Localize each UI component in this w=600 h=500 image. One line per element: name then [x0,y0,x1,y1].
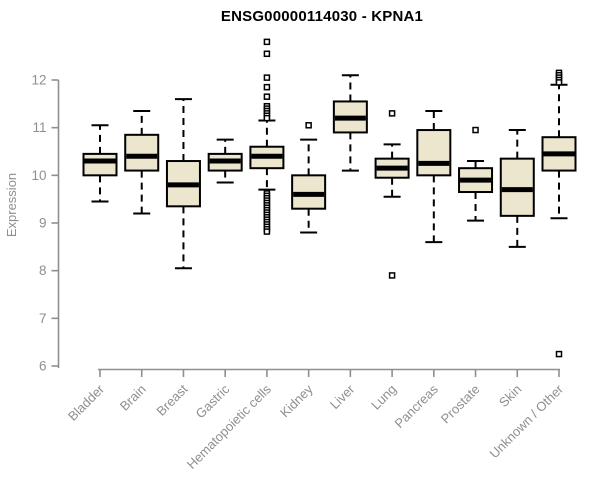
x-tick-label-brain: Brain [117,382,149,414]
outlier-point [555,350,563,358]
box-breast [165,98,201,270]
box-bladder [82,124,118,203]
x-tick-label-pancreas: Pancreas [391,381,441,431]
box-prostate [458,126,494,222]
x-tick-label-liver: Liver [327,381,358,412]
y-tick-7: 7 [39,311,59,326]
x-tick-prostate: Prostate [438,369,483,427]
outlier-point [472,126,479,134]
y-tick-label: 6 [39,359,47,374]
x-tick-lung: Lung [368,369,399,413]
box-skin [499,129,535,248]
box-rect [416,129,452,177]
outlier-point [263,74,271,81]
y-tick-label: 9 [39,216,47,231]
outlier-point [263,93,271,100]
outlier-point [263,228,271,235]
x-tick-label-gastric: Gastric [193,381,233,421]
x-tick-liver: Liver [327,369,358,412]
x-tick-breast: Breast [153,369,191,419]
box-liver [332,74,368,172]
x-tick-bladder: Bladder [65,369,108,424]
chart-title: ENSG00000114030 - KPNA1 [220,8,424,25]
x-tick-label-breast: Breast [153,381,190,418]
y-tick-6: 6 [39,359,59,374]
x-tick-label-skin: Skin [496,382,524,410]
y-tick-label: 10 [31,168,46,183]
outlier-point [263,38,271,46]
x-tick-pancreas: Pancreas [391,369,441,431]
box-gastric [207,138,243,184]
x-tick-skin: Skin [496,369,524,410]
box-rect [82,152,118,177]
box-lung [374,110,410,279]
y-tick-10: 10 [31,168,59,183]
y-tick-9: 9 [39,216,59,231]
x-tick-label-unknown-other: Unknown / Other [487,381,567,461]
outlier-point [263,114,271,122]
x-tick-label-bladder: Bladder [65,381,108,424]
y-axis: 6 7 8 9 10 11 12 [31,73,60,374]
box-kidney [291,122,327,234]
y-tick-label: 8 [39,263,47,278]
box-brain [124,109,160,215]
y-tick-label: 7 [39,311,47,326]
y-tick-12: 12 [31,73,59,88]
y-tick-label: 11 [32,120,46,135]
x-tick-gastric: Gastric [193,369,233,421]
y-tick-label: 12 [31,73,46,88]
outlier-point [263,50,271,58]
x-tick-kidney: Kidney [277,369,316,420]
outlier-point [305,122,312,129]
y-tick-11: 11 [32,120,59,135]
x-tick-label-prostate: Prostate [438,382,483,427]
x-tick-label-kidney: Kidney [277,381,316,420]
box-pancreas [416,109,452,244]
x-tick-unknown-other: Unknown / Other [487,369,567,461]
outlier-point [263,83,271,91]
x-tick-label-lung: Lung [368,382,399,413]
outlier-point [388,272,396,279]
x-tick-brain: Brain [117,369,149,414]
box-hematopoietic-cells [249,38,285,235]
y-tick-8: 8 [39,263,59,278]
outlier-point [388,110,396,117]
x-tick-hematopoietic-cells: Hematopoietic cells [184,369,274,472]
outlier-point [555,79,563,86]
box-unknown-other [541,69,577,358]
box-rect [124,133,160,172]
